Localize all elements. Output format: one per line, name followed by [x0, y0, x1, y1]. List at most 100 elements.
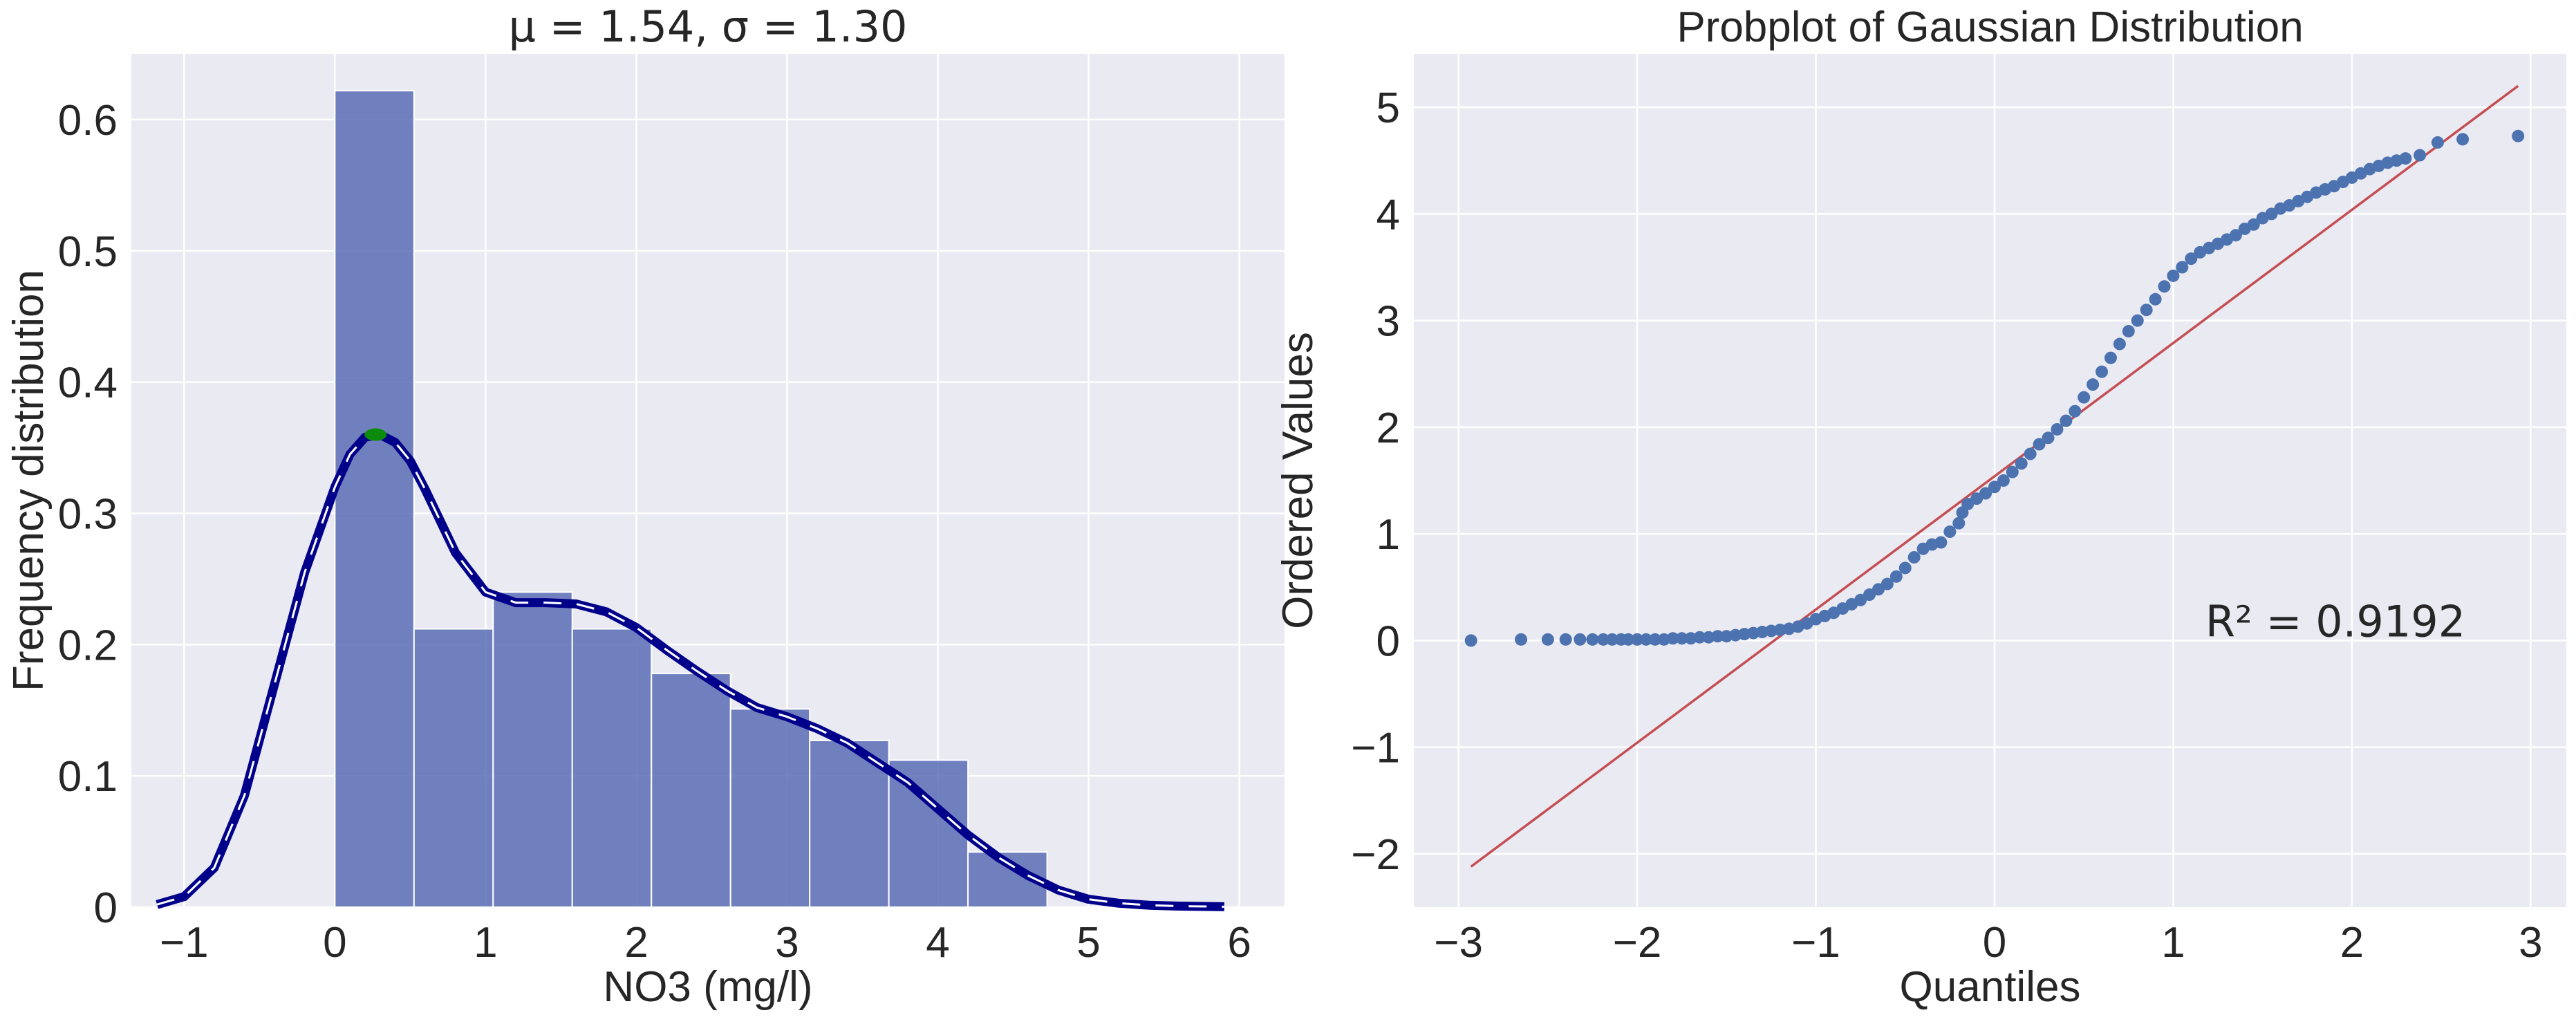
- histogram-x-axis-label: NO3 (mg/l): [603, 963, 812, 1011]
- probplot-point: [1863, 588, 1876, 602]
- probplot-point: [2042, 431, 2055, 445]
- y-tick-label: 0.1: [58, 753, 118, 801]
- probplot-title: Probplot of Gaussian Distribution: [1677, 3, 2303, 51]
- histogram-tick-labels: −1 0 1 2 3 4 5 6 0 0.1 0.2 0.3 0.4 0.5 0.6: [58, 97, 1251, 967]
- probplot-point: [2006, 465, 2019, 478]
- fit-line: [1470, 84, 2519, 868]
- r-squared-annotation: R² = 0.9192: [2205, 597, 2465, 647]
- histogram-bar: [413, 628, 494, 909]
- probplot-point: [2015, 457, 2028, 470]
- probplot-point: [2024, 447, 2037, 460]
- probplot-point: [2096, 365, 2109, 378]
- probplot-point: [1889, 570, 1903, 583]
- histogram-bar: [571, 628, 653, 909]
- probplot-point: [2149, 292, 2162, 306]
- y-tick-label: 0.3: [58, 490, 118, 538]
- probplot-point: [1666, 632, 1679, 645]
- probplot-point: [1693, 631, 1706, 644]
- probplot-point: [2229, 229, 2242, 242]
- histogram-bar: [651, 673, 731, 908]
- histogram-bar: [492, 591, 573, 908]
- probplot-point: [1970, 492, 1984, 505]
- probplot-point: [1464, 634, 1477, 647]
- y-tick-label: 4: [1376, 191, 1400, 239]
- x-tick-label: 4: [926, 919, 949, 967]
- probplot-point: [2158, 280, 2171, 293]
- x-tick-label: −1: [160, 919, 209, 967]
- y-tick-label: 0.4: [58, 360, 118, 407]
- x-tick-label: 0: [1983, 919, 2006, 967]
- x-tick-label: 1: [474, 919, 497, 967]
- x-tick-label: −1: [1791, 919, 1840, 967]
- y-tick-label: 5: [1376, 84, 1400, 132]
- probplot-point: [2456, 133, 2470, 146]
- probplot-point: [1631, 633, 1644, 646]
- probplot-point: [1648, 633, 1661, 646]
- probplot-point: [1979, 487, 1992, 500]
- y-tick-label: 0: [94, 884, 118, 932]
- y-tick-label: 0: [1376, 617, 1400, 665]
- histogram-bar: [888, 759, 969, 908]
- probplot-point: [1586, 633, 1599, 646]
- probplot-point: [1952, 516, 1966, 530]
- probplot-point: [1711, 630, 1724, 643]
- histogram-bars: [334, 90, 1048, 909]
- probplot-point: [1622, 633, 1635, 646]
- probplot-point: [2176, 261, 2189, 274]
- probplot-point: [2265, 207, 2278, 221]
- probplot-point: [2512, 129, 2525, 142]
- y-tick-label: 0.5: [58, 228, 118, 276]
- probplot-point: [2069, 404, 2082, 418]
- y-tick-label: 0.6: [58, 97, 118, 145]
- probplot-point: [1574, 633, 1587, 646]
- histogram-bar: [809, 739, 890, 908]
- x-tick-label: 2: [2340, 919, 2364, 967]
- x-tick-label: 6: [1227, 919, 1251, 967]
- kde-peak-marker: [364, 428, 387, 441]
- probplot-point: [1854, 593, 1867, 606]
- y-tick-label: −1: [1351, 725, 1400, 772]
- probplot-point: [2167, 269, 2180, 282]
- probplot-point: [2414, 149, 2427, 162]
- kde-curve: [156, 428, 1224, 911]
- probplot-point: [1943, 525, 1957, 539]
- probplot-points: [1464, 129, 2525, 647]
- probplot-point: [2087, 378, 2100, 391]
- probplot-point: [2051, 422, 2064, 436]
- probplot-point: [1907, 551, 1921, 564]
- x-tick-label: 3: [775, 919, 799, 967]
- histogram-bar: [729, 708, 811, 908]
- x-tick-label: 1: [2161, 919, 2185, 967]
- probplot-point: [2399, 152, 2412, 165]
- x-tick-label: 2: [624, 919, 648, 967]
- probplot-point: [1515, 633, 1528, 646]
- y-tick-label: 1: [1376, 511, 1400, 559]
- probplot-chart: −3 −2 −1 0 1 2 3 −2 −1 0 1 2 3 4 5 Probplot of Gaussia…: [1274, 3, 2566, 1011]
- probplot-point: [2185, 252, 2198, 266]
- probplot-point: [1961, 497, 1975, 510]
- probplot-grid: [1414, 54, 2566, 907]
- y-tick-label: −2: [1351, 831, 1400, 879]
- probplot-point: [2113, 337, 2126, 351]
- probplot-point: [2247, 218, 2260, 231]
- probplot-fit-line: [1470, 84, 2519, 868]
- probplot-point: [1596, 633, 1609, 646]
- probplot-point: [2122, 325, 2135, 338]
- probplot-x-axis-label: Quantiles: [1900, 963, 2081, 1011]
- x-tick-label: −2: [1613, 919, 1662, 967]
- probplot-point: [1880, 577, 1894, 590]
- probplot-point: [1559, 633, 1572, 646]
- histogram-title: μ = 1.54, σ = 1.30: [509, 1, 908, 52]
- probplot-point: [2033, 438, 2046, 451]
- x-tick-label: 5: [1076, 919, 1100, 967]
- probplot-point: [2060, 414, 2073, 427]
- histogram-bar: [334, 90, 415, 908]
- x-tick-label: 0: [323, 919, 346, 967]
- probplot-point: [1675, 632, 1688, 645]
- kde-line-dash: [156, 434, 1224, 908]
- probplot-point: [1988, 481, 2001, 494]
- probplot-point: [1898, 561, 1912, 575]
- y-tick-label: 3: [1376, 298, 1400, 346]
- probplot-point: [1639, 633, 1652, 646]
